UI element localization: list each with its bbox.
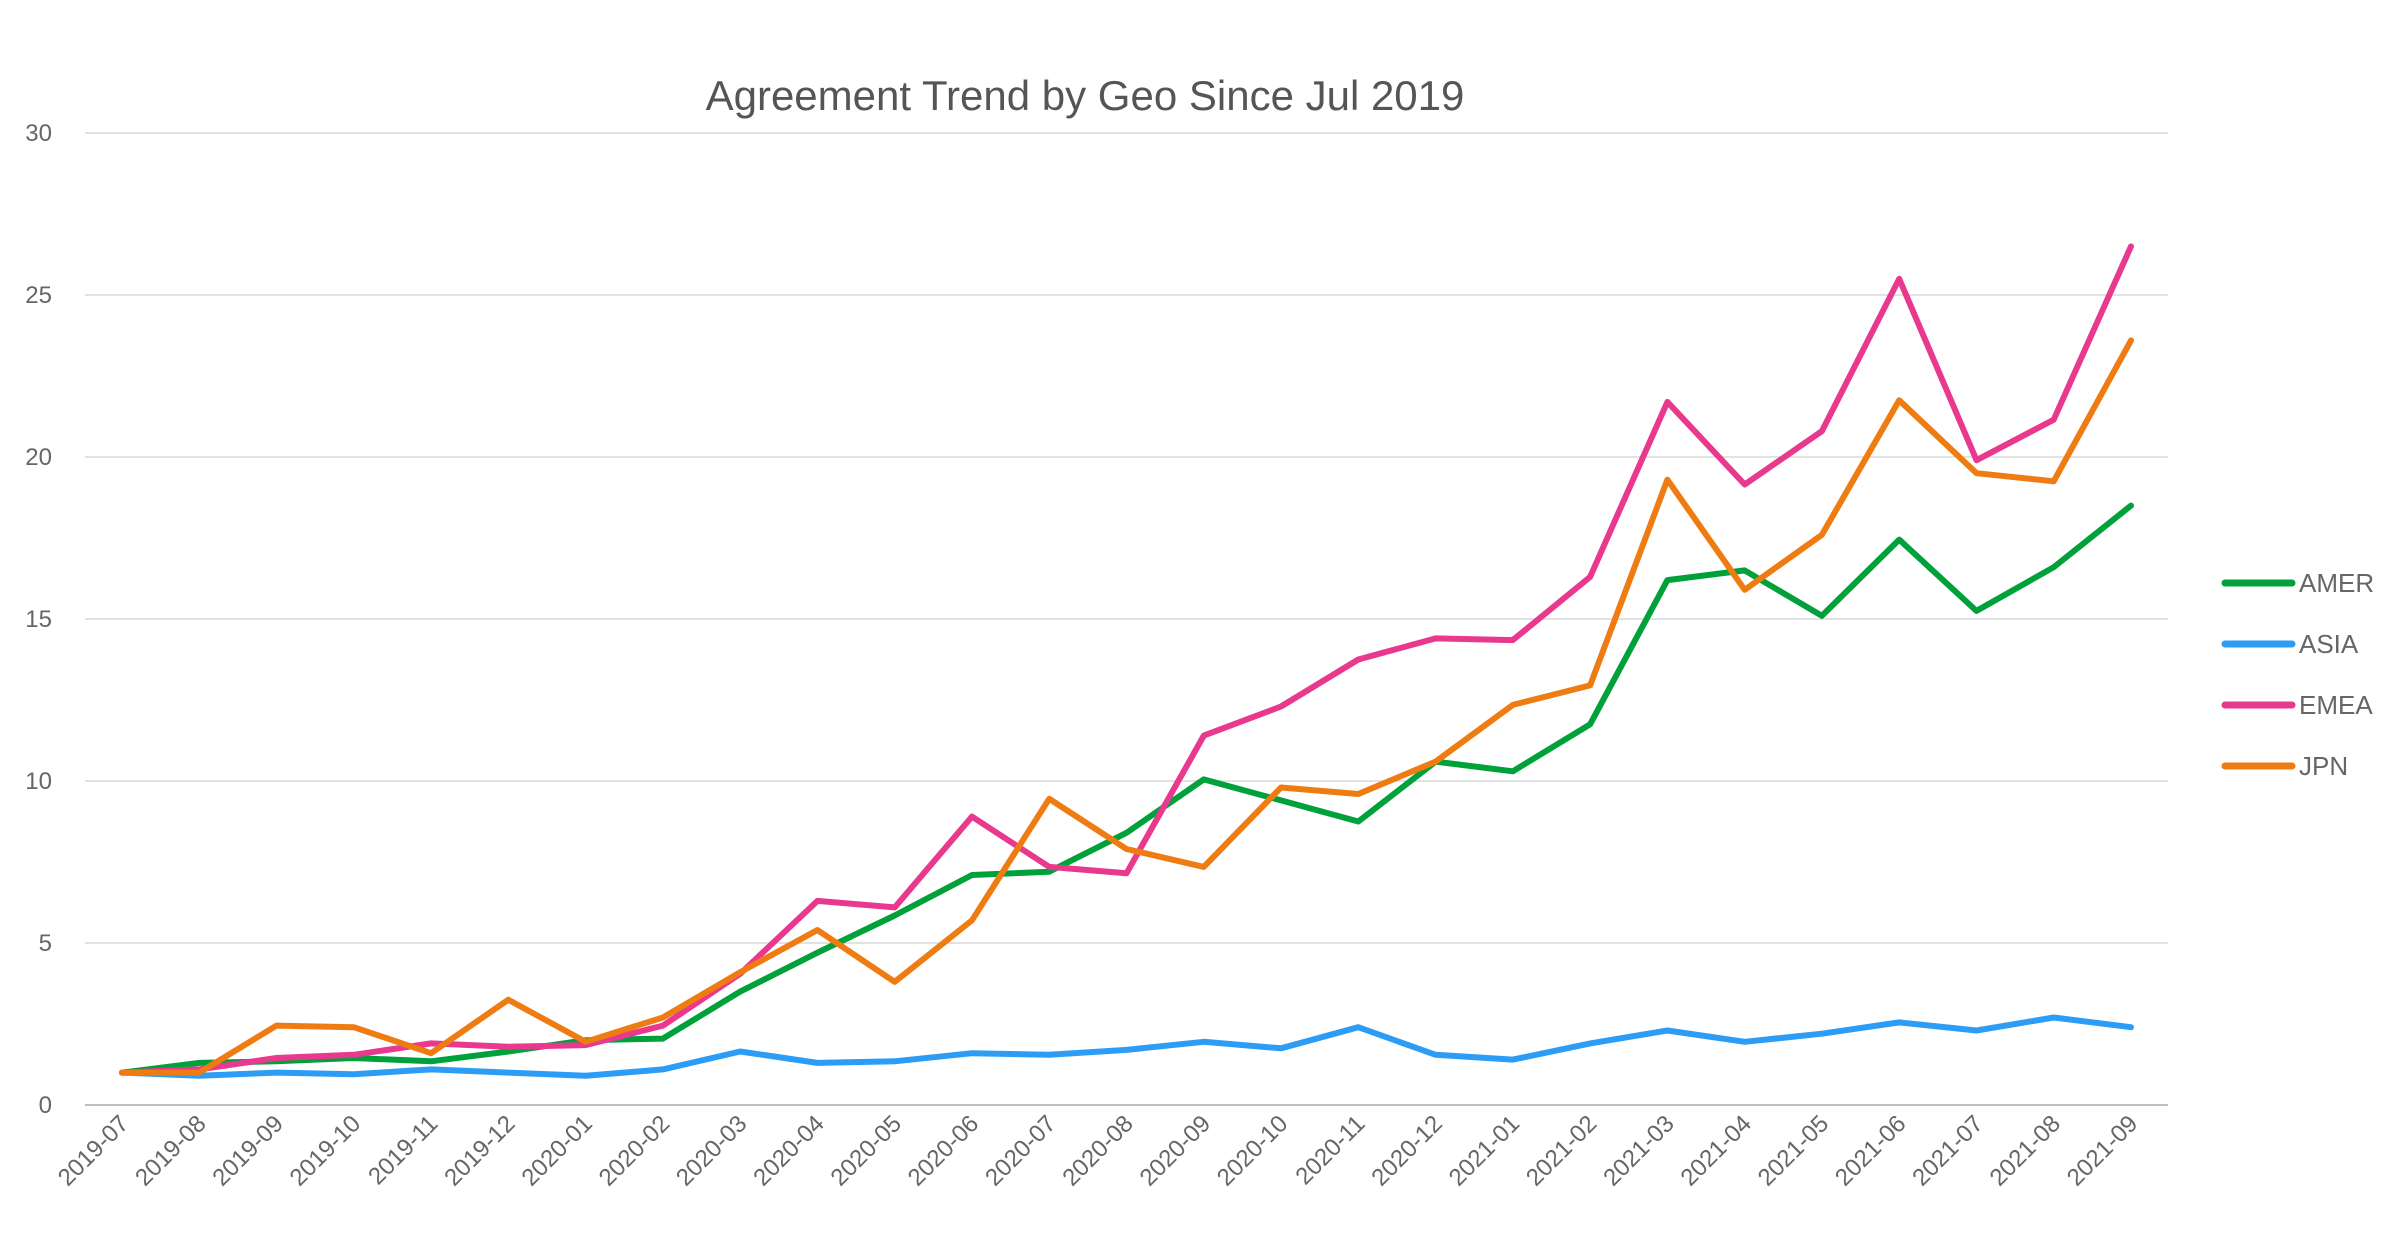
x-tick-label: 2021-09	[2062, 1110, 2143, 1191]
legend-label-asia: ASIA	[2299, 629, 2359, 659]
x-tick-label: 2020-06	[903, 1110, 984, 1191]
x-tick-label: 2020-03	[671, 1110, 752, 1191]
x-tick-label: 2021-05	[1753, 1110, 1834, 1191]
x-tick-label: 2020-01	[516, 1110, 597, 1191]
x-tick-label: 2021-03	[1598, 1110, 1679, 1191]
x-tick-label: 2020-11	[1290, 1110, 1370, 1190]
x-tick-label: 2019-09	[207, 1110, 288, 1191]
y-tick-label: 25	[25, 282, 52, 309]
x-tick-label: 2019-11	[363, 1110, 443, 1190]
y-tick-label: 20	[25, 444, 52, 471]
x-tick-label: 2019-08	[130, 1110, 211, 1191]
y-tick-label: 15	[25, 606, 52, 633]
series-line-jpn	[119, 337, 2134, 1076]
legend-label-jpn: JPN	[2299, 751, 2348, 781]
x-tick-label: 2020-07	[980, 1110, 1061, 1191]
chart-title: Agreement Trend by Geo Since Jul 2019	[706, 72, 1465, 119]
series-line-amer	[119, 502, 2134, 1076]
x-tick-label: 2020-09	[1135, 1110, 1216, 1191]
x-tick-label: 2021-04	[1676, 1110, 1757, 1191]
x-tick-label: 2021-07	[1907, 1110, 1988, 1191]
x-tick-label: 2021-08	[1985, 1110, 2066, 1191]
x-axis-ticks: 2019-072019-082019-092019-102019-112019-…	[53, 1110, 2143, 1191]
series-line-emea	[119, 243, 2134, 1076]
legend-label-amer: AMER	[2299, 568, 2374, 598]
legend: AMER ASIA EMEA JPN	[2221, 568, 2374, 781]
x-tick-label: 2019-12	[439, 1110, 520, 1191]
x-tick-label: 2019-07	[53, 1110, 134, 1191]
x-tick-label: 2020-02	[594, 1110, 675, 1191]
x-tick-label: 2021-06	[1830, 1110, 1911, 1191]
x-tick-label: 2020-12	[1366, 1110, 1447, 1191]
y-axis-ticks: 0 5 10 15 20 25 30	[25, 120, 52, 1119]
x-tick-label: 2020-04	[748, 1110, 829, 1191]
x-tick-label: 2020-10	[1212, 1110, 1293, 1191]
series-lines	[119, 243, 2134, 1079]
legend-label-emea: EMEA	[2299, 690, 2373, 720]
gridlines	[85, 132, 2168, 1106]
x-tick-label: 2019-10	[285, 1110, 366, 1191]
series-line-asia	[119, 1014, 2134, 1079]
x-tick-label: 2021-02	[1521, 1110, 1602, 1191]
x-tick-label: 2021-01	[1444, 1110, 1525, 1191]
y-tick-label: 30	[25, 120, 52, 147]
x-tick-label: 2020-05	[826, 1110, 907, 1191]
x-tick-label: 2020-08	[1057, 1110, 1138, 1191]
y-tick-label: 5	[39, 930, 52, 957]
y-tick-label: 0	[39, 1092, 52, 1119]
y-tick-label: 10	[25, 768, 52, 795]
